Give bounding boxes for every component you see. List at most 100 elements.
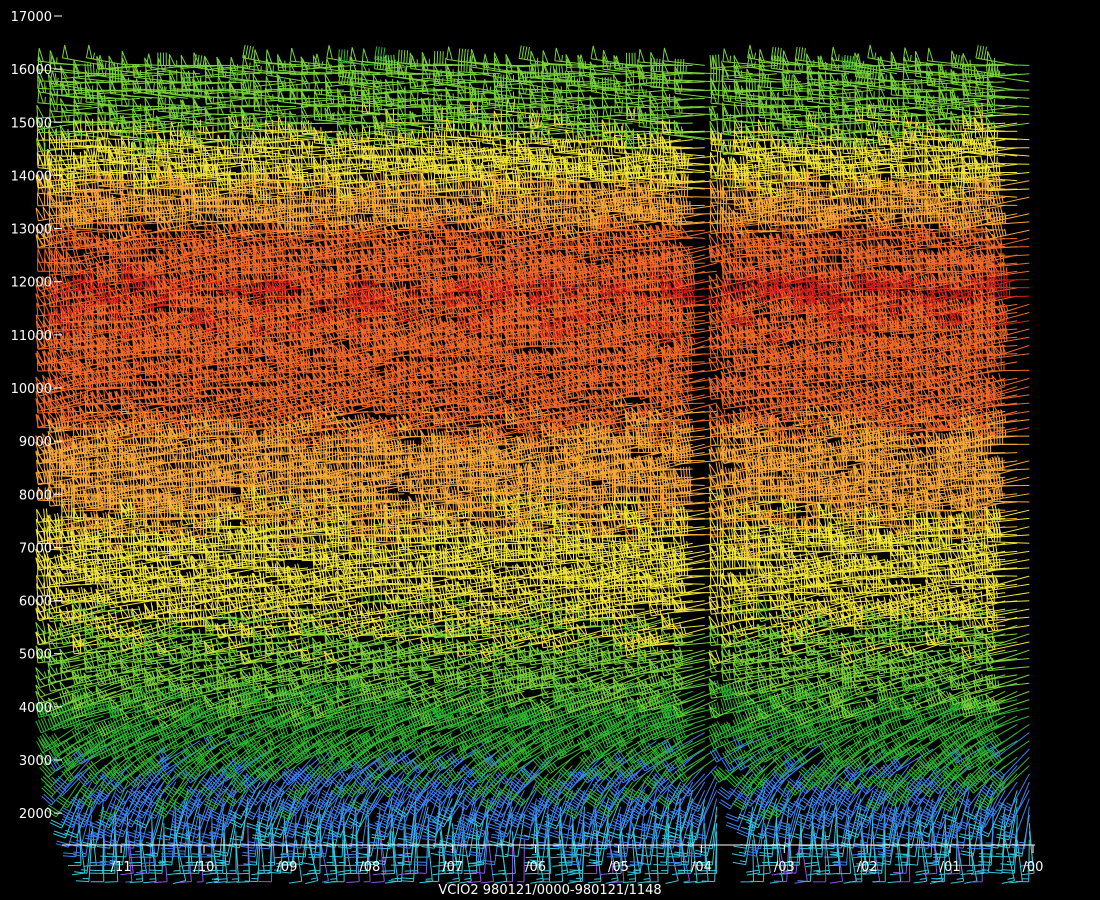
- wind-barb: [191, 553, 237, 570]
- wind-barb: [348, 790, 381, 828]
- wind-barb: [359, 349, 405, 368]
- wind-barb: [227, 238, 273, 255]
- wind-barb: [276, 659, 321, 673]
- wind-barb: [284, 781, 321, 816]
- wind-barb: [203, 181, 248, 198]
- wind-barb: [60, 732, 104, 755]
- wind-barb: [218, 732, 261, 760]
- wind-barb: [71, 567, 116, 583]
- wind-barb: [312, 699, 357, 718]
- wind-barb: [155, 623, 201, 637]
- wind-barb: [35, 546, 80, 563]
- wind-barb: [255, 798, 285, 838]
- wind-barb: [323, 704, 369, 720]
- wind-barb: [372, 238, 417, 254]
- wind-barb: [107, 339, 152, 357]
- wind-barb: [47, 189, 92, 205]
- wind-barb: [155, 272, 201, 290]
- wind-barb: [372, 500, 417, 516]
- wind-barb: [133, 586, 176, 602]
- wind-barb: [83, 238, 128, 255]
- wind-barb: [300, 376, 345, 391]
- wind-barb: [48, 732, 92, 757]
- wind-barb: [83, 715, 128, 735]
- wind-barb: [253, 259, 297, 274]
- wind-barb: [355, 823, 369, 866]
- wind-barb: [311, 613, 357, 629]
- wind-barb: [276, 425, 321, 440]
- wind-barb: [60, 211, 104, 227]
- wind-barb: [388, 765, 429, 795]
- wind-barb: [251, 331, 297, 350]
- wind-barb: [107, 303, 152, 321]
- wind-barb: [153, 781, 189, 818]
- wind-barb: [119, 289, 164, 307]
- wind-barb: [359, 281, 405, 301]
- wind-barb: [64, 798, 93, 839]
- wind-barb: [365, 748, 405, 781]
- wind-barb: [323, 323, 369, 341]
- wind-barb: [203, 603, 248, 618]
- wind-barb: [323, 798, 345, 841]
- wind-barb: [83, 646, 128, 660]
- wind-barb: [347, 664, 393, 678]
- wind-barb: [36, 732, 80, 754]
- wind-barb: [35, 606, 80, 622]
- wind-barb: [167, 281, 213, 300]
- wind-barb: [650, 73, 693, 91]
- wind-barb: [240, 574, 285, 590]
- wind-barb: [205, 723, 249, 750]
- wind-barb: [252, 707, 297, 729]
- wind-barb: [162, 765, 201, 798]
- wind-barb: [37, 174, 80, 190]
- wind-barb: [344, 781, 381, 817]
- wind-barb: [167, 255, 213, 273]
- wind-barb: [59, 680, 104, 695]
- wind-barb-layer: [35, 44, 1035, 885]
- wind-barb: [331, 765, 369, 799]
- wind-barb: [155, 667, 200, 682]
- wind-barb: [99, 765, 141, 795]
- wind-barb: [125, 798, 153, 839]
- wind-barb: [275, 382, 321, 400]
- wind-barb: [265, 107, 309, 124]
- wind-barb: [71, 405, 116, 421]
- wind-barb: [324, 540, 369, 555]
- wind-barb: [87, 790, 117, 830]
- wind-barb: [97, 790, 129, 829]
- wind-barb: [360, 222, 405, 238]
- wind-barb: [275, 306, 321, 324]
- wind-barb: [119, 571, 164, 587]
- wind-barb: [265, 119, 309, 134]
- wind-barb: [131, 462, 176, 480]
- wind-barb: [107, 519, 152, 536]
- wind-barb: [324, 220, 369, 236]
- wind-barb: [156, 163, 200, 178]
- wind-barb: [242, 44, 285, 66]
- wind-barb: [312, 715, 357, 736]
- wind-barb: [108, 55, 152, 70]
- wind-barb: [191, 535, 236, 551]
- wind-barb: [518, 45, 561, 66]
- wind-barb: [132, 210, 176, 225]
- wind-barb: [253, 572, 297, 587]
- wind-barb: [168, 707, 213, 729]
- wind-barb: [131, 399, 176, 415]
- wind-barb: [227, 634, 273, 650]
- wind-barb: [300, 353, 345, 370]
- wind-barb: [251, 356, 297, 374]
- wind-barb: [335, 312, 381, 330]
- wind-barb: [128, 773, 165, 809]
- wind-barb: [229, 223, 273, 239]
- wind-barb: [216, 622, 261, 637]
- wind-barb: [311, 379, 357, 396]
- wind-barb: [382, 814, 396, 859]
- wind-barb: [131, 262, 176, 280]
- wind-barb: [85, 798, 105, 841]
- wind-barb: [179, 528, 224, 544]
- wind-barb: [348, 155, 393, 171]
- wind-barb: [231, 765, 273, 794]
- wind-barb: [71, 586, 116, 603]
- wind-barb: [363, 765, 405, 794]
- wind-barb: [316, 756, 357, 788]
